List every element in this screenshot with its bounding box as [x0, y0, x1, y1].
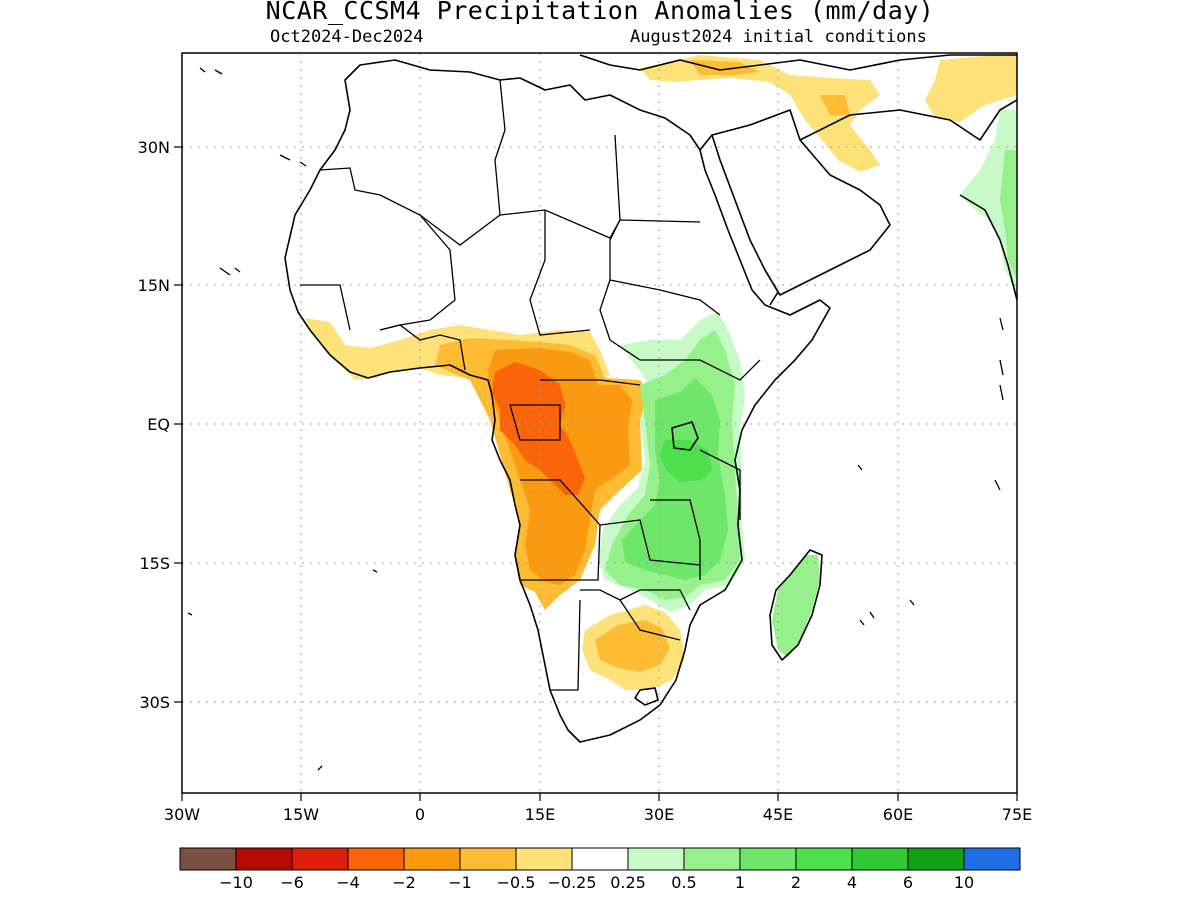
map-frame: [181, 52, 1018, 794]
anomaly-gabon-core: [492, 362, 585, 495]
colorbar: [179, 847, 1021, 871]
colorbar-swatch: [403, 847, 461, 871]
anomaly-fields: [305, 53, 1017, 690]
islands: [187, 67, 1004, 771]
colorbar-swatch: [291, 847, 349, 871]
colorbar-swatch: [683, 847, 741, 871]
colorbar-label: 1: [735, 873, 745, 892]
lon-label-60e: 60E: [883, 805, 913, 824]
africa-coastline: [284, 59, 831, 743]
lat-label-15s: 15S: [139, 554, 170, 573]
colorbar-label: 6: [903, 873, 913, 892]
colorbar-label: 10: [954, 873, 974, 892]
longitude-labels: 30W 15W 0 15E 30E 45E 60E 75E: [164, 805, 1032, 824]
colorbar-swatch: [907, 847, 965, 871]
colorbar-label: −0.25: [547, 873, 596, 892]
madagascar-coast: [769, 549, 823, 661]
anomaly-iran-light: [925, 53, 1017, 122]
lesotho-outline: [634, 687, 659, 706]
lat-label-eq: EQ: [147, 415, 170, 434]
colorbar-swatch: [627, 847, 685, 871]
forecast-period: Oct2024-Dec2024: [270, 27, 424, 47]
anomaly-madagascar: [772, 555, 820, 658]
lon-label-15w: 15W: [283, 805, 319, 824]
tick-marks: [174, 146, 1018, 801]
mediterranean-north: [579, 54, 1017, 71]
colorbar-swatch: [739, 847, 797, 871]
anomaly-lake-victoria: [660, 440, 712, 482]
colorbar-swatch: [963, 847, 1021, 871]
arabian-peninsula: [711, 109, 891, 296]
colorbar-swatch: [179, 847, 237, 871]
gridlines: [182, 53, 1017, 793]
map-area: [182, 53, 1017, 793]
country-borders: [300, 79, 761, 691]
persian-gulf: [799, 99, 1017, 141]
lon-label-30e: 30E: [644, 805, 674, 824]
colorbar-swatch: [459, 847, 517, 871]
colorbar-label: −6: [280, 873, 304, 892]
colorbar-swatch: [347, 847, 405, 871]
anomaly-east-africa-core: [622, 378, 728, 580]
lon-label-0: 0: [415, 805, 425, 824]
lon-label-30w: 30W: [164, 805, 200, 824]
map-title: NCAR_CCSM4 Precipitation Anomalies (mm/d…: [265, 0, 935, 25]
colorbar-label: −0.5: [497, 873, 536, 892]
lat-label-30n: 30N: [138, 138, 170, 157]
colorbar-swatch: [851, 847, 909, 871]
initial-conditions-label: August2024 initial conditions: [630, 27, 927, 47]
colorbar-swatch: [571, 847, 629, 871]
colorbar-label: −2: [392, 873, 416, 892]
colorbar-label: 0.25: [610, 873, 646, 892]
colorbar-label: 4: [847, 873, 857, 892]
lon-label-15e: 15E: [525, 805, 555, 824]
colorbar-label: −4: [336, 873, 360, 892]
colorbar-swatch: [515, 847, 573, 871]
lon-label-75e: 75E: [1002, 805, 1032, 824]
lake-victoria-outline: [671, 421, 699, 451]
colorbar-labels: −10 −6 −4 −2 −1 −0.5 −0.25 0.25 0.5 1 2 4 6 10: [219, 873, 974, 892]
anomaly-india-mid: [1000, 150, 1017, 280]
coastlines: [284, 54, 1017, 743]
anomaly-mideast-light: [640, 55, 880, 172]
lat-label-15n: 15N: [138, 276, 170, 295]
india-coast: [959, 194, 1017, 301]
colorbar-label: 0.5: [671, 873, 696, 892]
colorbar-swatch: [795, 847, 853, 871]
lon-label-45e: 45E: [763, 805, 793, 824]
colorbar-label: 2: [791, 873, 801, 892]
lat-label-30s: 30S: [139, 693, 170, 712]
colorbar-label: −10: [219, 873, 253, 892]
colorbar-label: −1: [448, 873, 472, 892]
latitude-labels: 30N 15N EQ 15S 30S: [138, 138, 170, 712]
colorbar-swatch: [235, 847, 293, 871]
